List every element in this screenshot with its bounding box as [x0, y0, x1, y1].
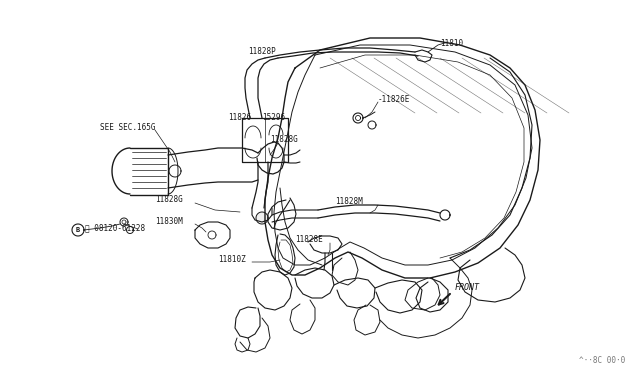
Text: B: B: [76, 227, 80, 233]
Text: SEE SEC.165G: SEE SEC.165G: [100, 124, 156, 132]
Text: 11828P: 11828P: [248, 48, 276, 57]
Text: 15296: 15296: [262, 113, 285, 122]
Text: 11828M: 11828M: [335, 198, 363, 206]
Text: ^··8C 00·0: ^··8C 00·0: [579, 356, 625, 365]
Text: 11810: 11810: [440, 38, 463, 48]
Polygon shape: [169, 165, 181, 177]
Polygon shape: [256, 212, 268, 224]
Text: 11828E: 11828E: [295, 235, 323, 244]
Text: 11828G: 11828G: [155, 196, 183, 205]
Polygon shape: [72, 224, 84, 236]
Text: -11826E: -11826E: [378, 96, 410, 105]
Text: Ⓑ 08120-61228: Ⓑ 08120-61228: [85, 224, 145, 232]
Text: 11826: 11826: [228, 113, 251, 122]
Text: FRONT: FRONT: [455, 283, 480, 292]
Text: 11828G: 11828G: [270, 135, 298, 144]
Text: 11810Z: 11810Z: [218, 256, 246, 264]
Text: 11830M: 11830M: [155, 218, 183, 227]
